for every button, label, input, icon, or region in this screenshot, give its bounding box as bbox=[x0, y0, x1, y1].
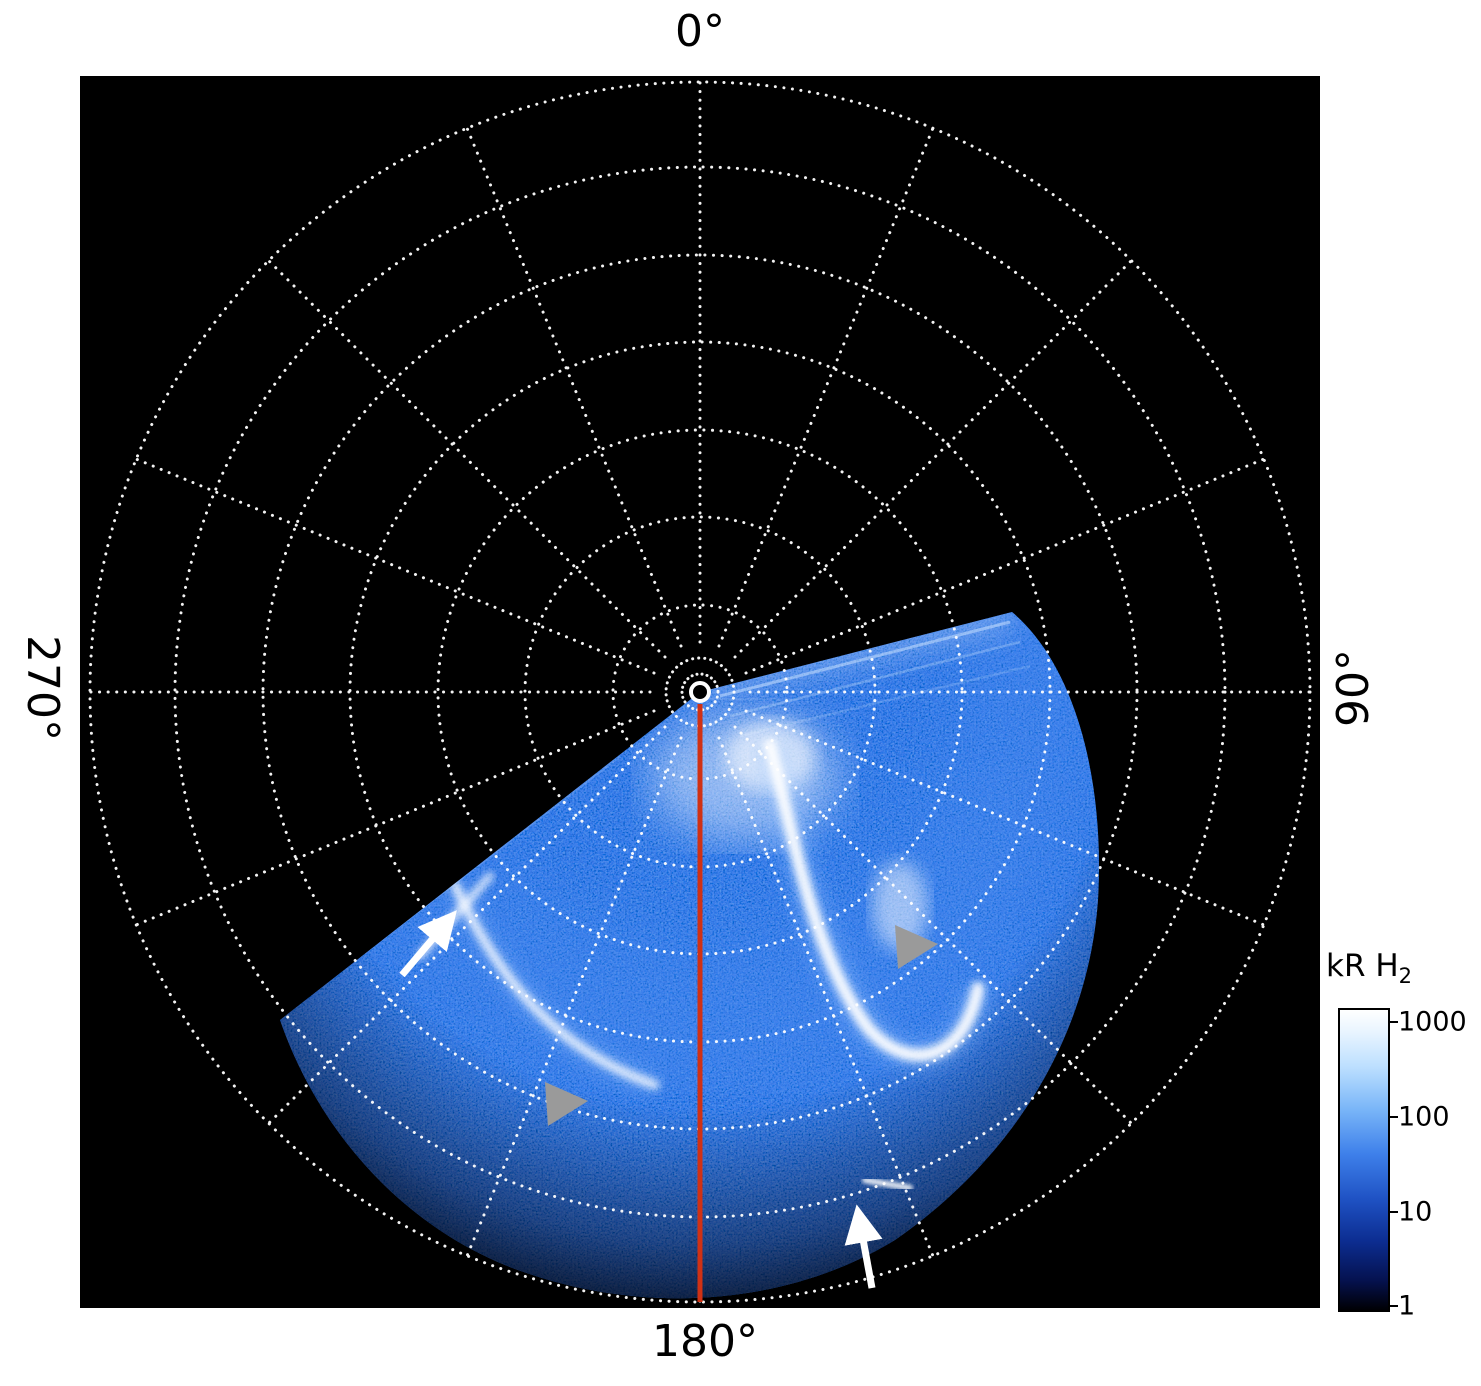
angle-label-0: 0° bbox=[675, 6, 725, 57]
angle-label-180: 180° bbox=[652, 1316, 758, 1367]
colorbar-tickmark-1000 bbox=[1390, 1021, 1398, 1023]
colorbar bbox=[1338, 1008, 1390, 1312]
angle-label-270: 270° bbox=[17, 635, 68, 741]
gray-arrowhead-right bbox=[895, 925, 938, 969]
colorbar-tick-10: 10 bbox=[1398, 1196, 1433, 1228]
colorbar-tickmark-100 bbox=[1390, 1116, 1398, 1118]
colorbar-tick-100: 100 bbox=[1398, 1101, 1450, 1133]
polar-grid bbox=[88, 80, 1312, 1304]
plot-area bbox=[80, 76, 1320, 1308]
colorbar-tick-1: 1 bbox=[1398, 1290, 1416, 1322]
annotation-arrows bbox=[399, 910, 938, 1289]
angle-label-90: 90° bbox=[1328, 649, 1379, 727]
white-arrow-upper-left bbox=[399, 910, 457, 978]
colorbar-tickmark-10 bbox=[1390, 1211, 1398, 1213]
colorbar-title-subscript: 2 bbox=[1398, 964, 1413, 989]
colorbar-tickmark-1 bbox=[1390, 1305, 1398, 1307]
white-arrow-bottom bbox=[844, 1204, 883, 1289]
colorbar-tick-1000: 1000 bbox=[1398, 1006, 1467, 1038]
polar-plot-svg bbox=[88, 80, 1312, 1304]
colorbar-title-text: kR H bbox=[1326, 948, 1399, 984]
colorbar-title: kR H2 bbox=[1326, 948, 1412, 988]
pole-marker bbox=[689, 681, 711, 703]
gray-arrowhead-lower-left bbox=[545, 1082, 588, 1126]
